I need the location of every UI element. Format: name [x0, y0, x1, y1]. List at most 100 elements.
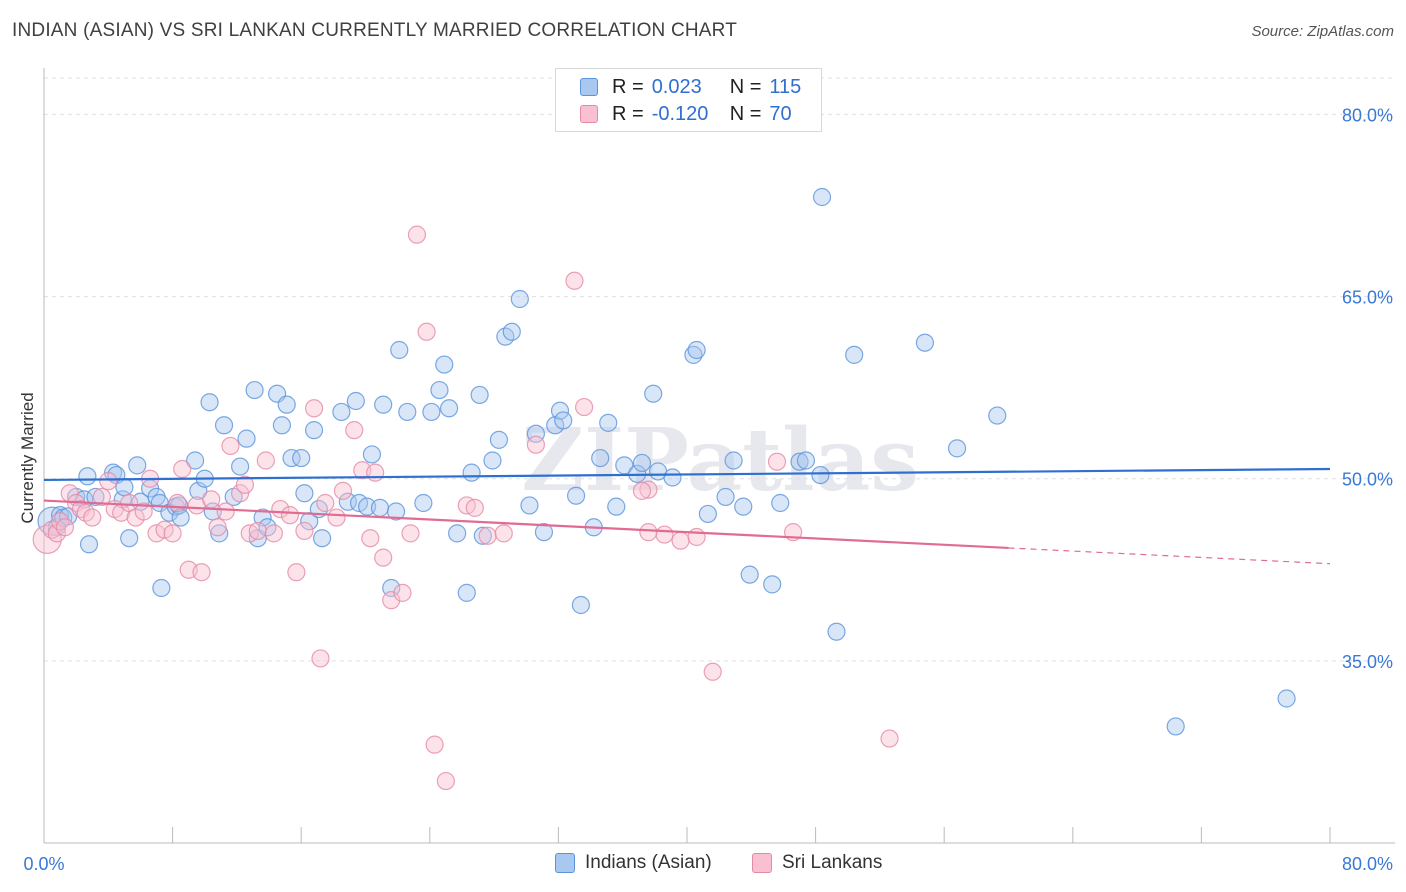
legend-n-label: N =: [729, 102, 762, 125]
bottom-legend-label: Indians (Asian): [585, 852, 712, 873]
point-srilankans: [655, 525, 674, 544]
point-indians: [430, 380, 449, 400]
point-srilankans: [639, 480, 658, 499]
point-indians: [790, 452, 809, 471]
point-srilankans: [401, 524, 420, 543]
stats-legend: R = 0.023 N = 115 R = -0.120 N = 70: [555, 68, 822, 132]
point-indians: [295, 484, 314, 503]
point-srilankans: [235, 475, 255, 494]
point-indians: [346, 391, 365, 411]
point-srilankans: [163, 524, 182, 543]
point-indians: [398, 402, 417, 422]
bottom-legend-srilankans: Sri Lankans: [752, 852, 882, 874]
point-indians: [152, 578, 171, 598]
point-srilankans: [407, 225, 427, 244]
point-indians: [457, 583, 476, 602]
point-srilankans: [703, 662, 722, 681]
point-indians: [390, 340, 409, 360]
point-indians: [554, 411, 573, 430]
point-srilankans: [280, 506, 300, 525]
point-srilankans: [366, 463, 385, 482]
trend-line-srilankans: [43, 499, 1009, 550]
point-indians: [915, 333, 935, 352]
point-indians: [386, 502, 406, 521]
point-srilankans: [248, 521, 267, 541]
point-srilankans: [639, 523, 658, 542]
bottom-legend-swatch-srilankans: [752, 853, 772, 873]
point-indians: [86, 487, 105, 507]
point-srilankans: [92, 487, 111, 507]
point-srilankans: [374, 548, 393, 567]
point-indians: [724, 451, 743, 470]
point-srilankans: [83, 508, 102, 527]
point-srilankans: [333, 481, 353, 500]
legend-r-label: R =: [612, 102, 644, 125]
point-srilankans: [55, 518, 74, 537]
x-tick-label: 0.0%: [23, 854, 64, 874]
point-srilankans: [316, 493, 335, 513]
chart-source: Source: ZipAtlas.com: [1251, 23, 1394, 40]
legend-row-indians: R = 0.023 N = 115: [580, 75, 801, 99]
point-indians: [771, 493, 790, 513]
point-indians: [1166, 717, 1185, 736]
point-indians: [448, 524, 467, 543]
point-srilankans: [99, 472, 118, 491]
point-indians: [811, 465, 830, 485]
point-indians: [599, 413, 618, 432]
point-srilankans: [264, 524, 283, 543]
point-srilankans: [134, 502, 153, 521]
point-indians: [312, 529, 332, 548]
point-indians: [1277, 689, 1296, 708]
point-srilankans: [295, 521, 314, 541]
point-indians: [462, 463, 481, 482]
point-indians: [272, 416, 292, 435]
point-srilankans: [202, 490, 221, 509]
point-indians: [210, 524, 229, 543]
point-indians: [237, 429, 256, 448]
point-indians: [115, 478, 134, 497]
point-indians: [231, 457, 250, 476]
point-indians: [422, 402, 441, 422]
y-tick-label: 65.0%: [1342, 288, 1393, 308]
point-srilankans: [361, 529, 380, 548]
point-srilankans: [465, 498, 484, 517]
point-indians: [534, 523, 554, 542]
point-indians: [78, 467, 97, 486]
point-srilankans: [327, 508, 346, 527]
point-indians: [520, 496, 539, 515]
point-indians: [734, 497, 753, 516]
point-indians: [845, 345, 864, 364]
point-indians: [200, 393, 219, 412]
bottom-legend-label: Sri Lankans: [782, 852, 883, 873]
point-indians: [663, 468, 682, 487]
point-indians: [245, 380, 264, 400]
point-indians: [214, 416, 234, 435]
point-srilankans: [526, 435, 545, 454]
point-indians: [370, 498, 390, 517]
legend-n-value: 70: [769, 102, 792, 125]
point-srilankans: [287, 563, 306, 582]
point-indians: [566, 486, 586, 505]
point-srilankans: [192, 563, 211, 582]
point-indians: [796, 451, 816, 470]
point-indians: [128, 456, 147, 475]
point-indians: [277, 395, 296, 414]
point-srilankans: [767, 452, 787, 471]
point-srilankans: [256, 451, 275, 470]
point-srilankans: [632, 481, 652, 500]
point-indians: [827, 622, 846, 641]
point-srilankans: [168, 493, 187, 513]
point-indians: [740, 565, 759, 584]
point-srilankans: [50, 512, 70, 531]
point-indians: [470, 385, 489, 405]
point-indians: [358, 497, 377, 516]
point-srilankans: [393, 583, 412, 602]
point-indians: [812, 187, 832, 207]
point-indians: [607, 497, 626, 516]
trend-line-indians: [43, 467, 1331, 482]
point-srilankans: [345, 421, 364, 440]
point-indians: [698, 504, 717, 524]
point-indians: [687, 340, 706, 360]
point-srilankans: [304, 399, 324, 418]
